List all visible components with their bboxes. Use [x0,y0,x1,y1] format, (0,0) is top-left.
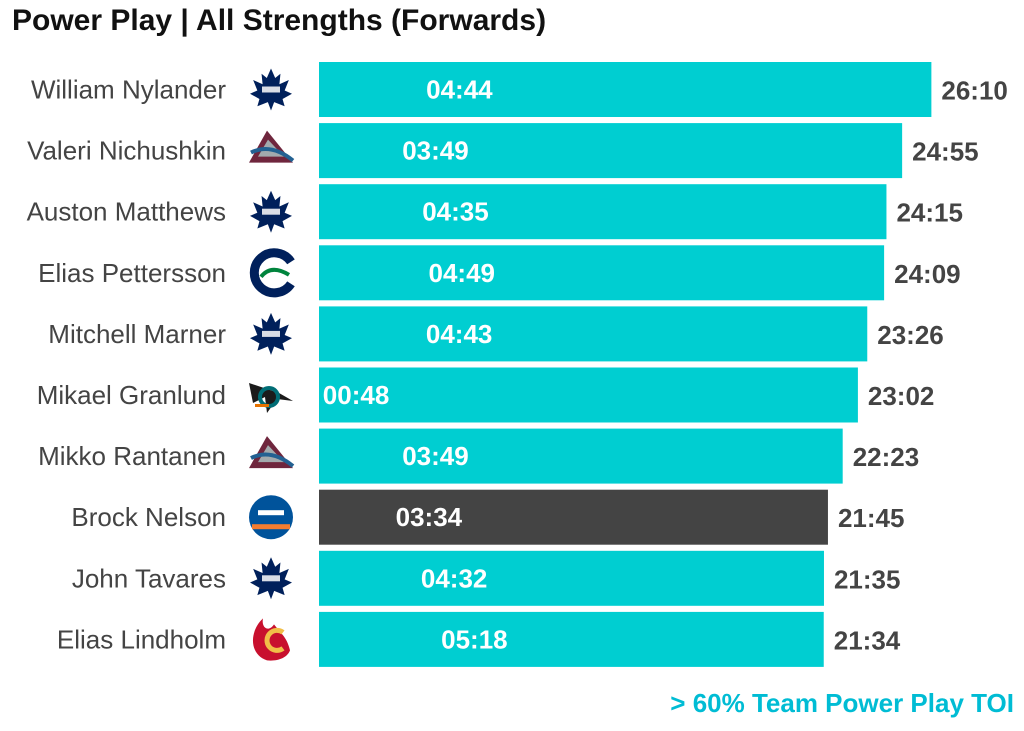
total-toi-label: 21:45 [838,503,905,533]
avalanche-logo [249,130,295,163]
maple-leafs-logo [250,312,292,355]
bar-row: Brock Nelson 03:34 21:45 [71,489,905,545]
pp-toi-label: 03:49 [402,441,469,471]
bar [319,428,843,484]
c-shape [249,248,295,298]
pp-toi-label: 04:32 [421,563,488,593]
bar-row: Mikael Granlund 00:48 23:02 [37,367,935,423]
bar [319,611,824,667]
player-name: Brock Nelson [71,502,226,532]
bar [319,123,903,179]
canucks-logo [249,248,295,298]
player-name: Elias Pettersson [38,258,226,288]
pp-toi-label: 03:49 [402,136,469,166]
sharks-logo [249,383,293,413]
total-toi-label: 21:34 [834,625,901,655]
flames-logo [252,618,290,661]
total-toi-label: 23:26 [877,320,944,350]
bar [319,550,824,606]
player-name: Mikael Granlund [37,380,226,410]
pp-toi-label: 04:49 [429,258,496,288]
bar-row: Auston Matthews 04:35 24:15 [27,184,963,240]
bar [319,306,868,362]
leaf-wordmark [262,330,280,337]
c-shape [264,627,285,653]
player-name: Auston Matthews [27,197,226,227]
bar-row: Valeri Nichushkin 03:49 24:55 [27,123,979,179]
chart-title: Power Play | All Strengths (Forwards) [12,4,547,37]
pp-toi-label: 04:43 [426,319,493,349]
island-map [258,510,284,516]
islanders-disc [249,495,293,540]
player-name: Mitchell Marner [48,319,226,349]
bar [319,184,887,240]
bar-row: John Tavares 04:32 21:35 [72,550,901,606]
total-toi-label: 21:35 [834,564,901,594]
orca-fin [259,267,291,279]
pp-toi-label: 05:18 [441,624,508,654]
maple-leafs-logo [250,190,292,233]
bar [319,245,885,301]
wordmark-stripe [252,524,290,530]
swoosh [250,452,295,468]
total-toi-label: 26:10 [941,76,1008,106]
flame-shape [252,618,290,661]
avalanche-logo [249,436,295,469]
total-toi-label: 24:09 [894,259,961,289]
leaf-wordmark [262,86,280,93]
pp-toi-label: 04:44 [426,75,493,105]
maple-leafs-logo [250,557,292,600]
player-name: Valeri Nichushkin [27,136,226,166]
player-name: William Nylander [31,75,226,105]
player-name: John Tavares [72,563,226,593]
bar [319,62,932,117]
hockey-stick [255,404,269,407]
total-toi-label: 23:02 [868,381,935,411]
total-toi-label: 22:23 [853,442,920,472]
chart-caption: > 60% Team Power Play TOI [670,688,1014,718]
bar-row: William Nylander 04:44 26:10 [31,62,1008,117]
swoosh [250,147,295,163]
shark-shape [249,383,293,413]
total-toi-label: 24:55 [912,137,979,167]
leaf-wordmark [262,208,280,215]
bar [319,367,858,423]
maple-leafs-logo [250,68,292,111]
player-name: Elias Lindholm [57,624,226,654]
player-name: Mikko Rantanen [38,441,226,471]
bar-row: Elias Pettersson 04:49 24:09 [38,245,961,301]
bar-row: Mitchell Marner 04:43 23:26 [48,306,944,362]
leaf-wordmark [262,575,280,582]
bar-row: Mikko Rantanen 03:49 22:23 [38,428,920,484]
pp-toi-label: 00:48 [323,380,390,410]
total-toi-label: 24:15 [896,198,963,228]
bar-row: Elias Lindholm 05:18 21:34 [57,611,901,667]
bar [319,489,828,545]
pp-toi-label: 04:35 [422,197,489,227]
islanders-logo [249,495,293,540]
pp-toi-label: 03:34 [396,502,463,532]
